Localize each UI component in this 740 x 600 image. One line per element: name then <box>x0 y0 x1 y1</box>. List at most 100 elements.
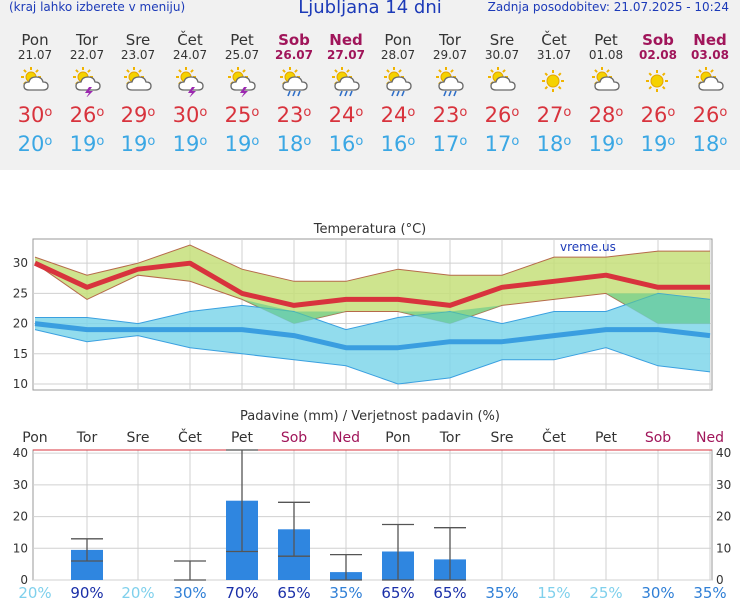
precipitation-chart: Padavine (mm) / Verjetnost padavin (%) Po… <box>13 409 732 600</box>
range-overlap <box>398 311 450 324</box>
day-name: Pet <box>594 31 618 49</box>
max-temperature: 30o <box>172 103 208 127</box>
max-temperature-line <box>33 260 710 308</box>
min-temperature-line <box>34 321 711 351</box>
forecast-strip: (kraj lahko izberete v meniju) Ljubljana… <box>0 0 740 170</box>
partly-cloudy-icon <box>592 67 620 91</box>
precipitation-probability: 70% <box>225 584 258 600</box>
day-column: Sob 26.07 23o 18o <box>268 31 320 157</box>
day-name: Tor <box>76 31 98 49</box>
day-column: Pet 25.07 25o 19o <box>216 31 268 157</box>
precip-day-label: Tor <box>76 430 98 446</box>
day-date: 22.07 <box>69 48 105 62</box>
day-date: 21.07 <box>17 48 53 62</box>
rain-icon <box>436 67 464 97</box>
max-temperature: 23o <box>432 103 468 127</box>
precipitation-probability: 35% <box>329 584 362 600</box>
max-temperature: 26o <box>692 103 728 127</box>
thunderstorm-icon <box>228 67 256 97</box>
y-tick-label-left: 20 <box>13 510 28 524</box>
day-column: Tor 29.07 23o 17o <box>424 32 476 157</box>
day-name: Sob <box>278 31 310 49</box>
partly-cloudy-icon <box>696 67 724 91</box>
y-tick-label-right: 20 <box>716 510 731 524</box>
precip-day-label: Čet <box>542 428 566 446</box>
day-column: Sre 30.07 26o 17o <box>476 32 528 157</box>
y-tick-label-left: 30 <box>13 478 28 492</box>
day-date: 28.07 <box>380 48 416 62</box>
day-date: 30.07 <box>484 48 520 62</box>
max-temperature: 26o <box>484 103 520 127</box>
y-tick-label: 30 <box>13 256 28 270</box>
range-overlap <box>658 293 710 324</box>
max-temperature: 28o <box>588 103 624 127</box>
precipitation-probability: 30% <box>173 584 206 600</box>
day-date: 02.08 <box>639 48 677 62</box>
precip-day-label: Tor <box>439 430 461 446</box>
y-tick-label: 25 <box>13 286 28 300</box>
day-column: Pon 28.07 24o 16o <box>372 32 424 157</box>
day-column: Čet 24.07 30o 19o <box>164 32 216 157</box>
max-temperature: 29o <box>120 103 156 127</box>
max-temperature: 26o <box>69 103 105 127</box>
min-temperature: 19o <box>69 132 105 156</box>
precipitation-probability: 65% <box>433 584 466 600</box>
precip-day-label: Čet <box>178 428 202 446</box>
day-date: 26.07 <box>275 48 313 62</box>
max-temperature: 25o <box>224 103 260 127</box>
min-temperature: 19o <box>224 132 260 156</box>
day-date: 27.07 <box>327 48 365 62</box>
rain-icon <box>384 67 412 97</box>
max-temperature: 30o <box>17 103 53 127</box>
sun-icon <box>646 70 668 92</box>
temperature-chart: Temperatura (°C) 10 15 20 25 30 vreme.us <box>13 222 713 391</box>
min-temperature: 20o <box>17 132 53 156</box>
day-date: 24.07 <box>172 48 208 62</box>
precipitation-probability: 30% <box>641 584 674 600</box>
max-temperature: 24o <box>380 103 416 127</box>
min-temp-range-band <box>35 293 710 384</box>
precipitation-probability: 20% <box>18 584 51 600</box>
day-column: Pet 01.08 28o 19o <box>580 31 632 157</box>
max-temperature: 27o <box>536 103 572 127</box>
max-temperature: 26o <box>640 103 676 127</box>
y-tick-label: 20 <box>13 317 28 331</box>
day-column: Ned 03.08 26o 18o <box>684 32 736 157</box>
precip-day-label: Sob <box>281 430 307 446</box>
day-column: Ned 27.07 24o 16o <box>320 32 372 157</box>
max-temp-range-band-upper <box>34 244 710 282</box>
temperature-chart-title: Temperatura (°C) <box>313 222 426 237</box>
precip-day-label: Ned <box>332 430 360 446</box>
watermark: vreme.us <box>560 240 616 254</box>
rain-icon <box>332 67 360 97</box>
y-tick-label: 10 <box>13 377 28 391</box>
thunderstorm-icon <box>176 67 204 97</box>
day-date: 25.07 <box>224 48 260 62</box>
max-temp-range-band <box>35 245 710 324</box>
day-date: 31.07 <box>536 48 572 62</box>
precipitation-chart-title: Padavine (mm) / Verjetnost padavin (%) <box>240 409 500 424</box>
thunderstorm-icon <box>73 67 101 97</box>
partly-cloudy-icon <box>21 67 49 91</box>
day-column: Sre 23.07 29o 19o <box>112 32 164 157</box>
rain-icon <box>280 67 308 97</box>
precip-day-label: Ned <box>696 430 724 446</box>
day-column: Sob 02.08 26o 19o <box>632 32 684 157</box>
precipitation-probability: 65% <box>277 584 310 600</box>
max-temp-range-band-lower <box>34 262 710 325</box>
day-name: Pet <box>230 31 254 49</box>
min-temperature: 17o <box>484 132 520 156</box>
precipitation-probability: 35% <box>485 584 518 600</box>
precip-day-label: Pet <box>595 430 618 446</box>
precipitation-probability: 90% <box>70 584 103 600</box>
precipitation-probability: 25% <box>589 584 622 600</box>
day-name: Pon <box>21 31 49 49</box>
precipitation-probability: 65% <box>381 584 414 600</box>
day-date: 23.07 <box>120 48 156 62</box>
precip-day-label: Sre <box>491 430 514 446</box>
sun-icon <box>542 70 564 92</box>
y-tick-label-right: 0 <box>716 573 724 587</box>
y-tick-label-right: 30 <box>716 478 731 492</box>
precip-day-label: Pet <box>231 430 254 446</box>
precip-day-label: Pon <box>22 430 47 446</box>
